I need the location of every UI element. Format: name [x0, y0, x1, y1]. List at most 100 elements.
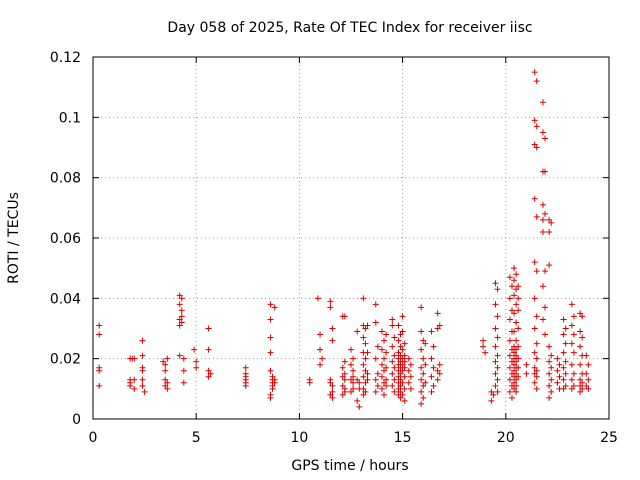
data-point: [533, 213, 540, 220]
data-point: [401, 352, 408, 359]
data-point: [531, 195, 538, 202]
data-point: [399, 355, 406, 362]
data-point: [568, 340, 575, 347]
data-point: [548, 219, 555, 226]
data-point: [560, 376, 567, 383]
data-point: [348, 361, 354, 368]
data-point: [176, 352, 183, 359]
data-point: [341, 358, 348, 365]
data-point: [430, 382, 437, 389]
data-point: [139, 367, 146, 374]
data-point: [354, 376, 361, 383]
data-point: [164, 385, 171, 392]
data-point: [506, 295, 513, 302]
data-point: [180, 355, 187, 362]
data-point: [531, 69, 538, 76]
data-point: [539, 99, 546, 106]
data-point: [178, 295, 185, 302]
data-point: [364, 322, 371, 329]
data-point: [383, 364, 390, 371]
data-point: [548, 388, 555, 395]
data-point: [329, 382, 336, 389]
data-point: [511, 328, 518, 335]
data-point: [341, 313, 348, 320]
data-point: [389, 316, 396, 323]
data-point: [554, 355, 561, 362]
data-point: [350, 385, 357, 392]
data-point: [360, 373, 367, 380]
data-point: [164, 379, 171, 386]
y-tick-label: 0.08: [50, 171, 81, 187]
data-point: [191, 346, 198, 353]
data-point: [508, 394, 515, 401]
y-tick-label: 0.1: [59, 110, 81, 126]
data-point: [533, 355, 540, 362]
data-point: [418, 304, 425, 311]
data-point: [513, 286, 520, 293]
data-point: [329, 337, 336, 344]
data-point: [577, 376, 584, 383]
data-point: [539, 129, 546, 136]
data-point: [560, 385, 567, 392]
data-point: [329, 325, 336, 332]
data-point: [360, 334, 367, 341]
data-point: [539, 216, 546, 223]
data-point: [407, 385, 414, 392]
data-point: [139, 382, 146, 389]
y-tick-label: 0.06: [50, 231, 81, 247]
data-point: [383, 349, 390, 356]
data-point: [515, 343, 522, 350]
data-point: [428, 388, 435, 395]
data-point: [348, 346, 354, 353]
data-point: [430, 364, 437, 371]
data-point: [511, 265, 518, 272]
data-point: [434, 367, 441, 374]
data-point: [577, 343, 584, 350]
data-point: [391, 388, 398, 395]
data-point: [383, 331, 390, 338]
data-point: [96, 322, 103, 329]
data-point: [401, 358, 408, 365]
data-point: [193, 358, 200, 365]
data-point: [513, 319, 520, 326]
data-point: [579, 385, 586, 392]
data-point: [362, 388, 369, 395]
data-point: [533, 268, 540, 275]
data-point: [397, 388, 404, 395]
data-point: [531, 117, 538, 124]
data-point: [267, 394, 274, 401]
x-tick-label: 5: [192, 430, 201, 446]
data-point: [378, 328, 385, 335]
data-point: [515, 307, 522, 314]
data-point: [420, 355, 427, 362]
data-point: [422, 379, 429, 386]
data-point: [420, 382, 427, 389]
x-tick-label: 25: [600, 430, 618, 446]
data-point: [546, 228, 553, 235]
data-point: [364, 349, 371, 356]
data-point: [515, 373, 522, 380]
data-point: [583, 382, 590, 389]
data-point: [407, 373, 414, 380]
data-point: [515, 364, 522, 371]
data-point: [506, 388, 513, 395]
data-point: [399, 367, 406, 374]
data-point: [418, 328, 425, 335]
data-point: [391, 376, 398, 383]
data-point: [506, 376, 513, 383]
data-point: [127, 382, 134, 389]
data-point: [389, 343, 396, 350]
data-point: [542, 210, 549, 217]
data-point: [511, 310, 518, 317]
data-point: [176, 301, 183, 308]
data-point: [339, 382, 346, 389]
data-point: [513, 271, 520, 278]
data-point: [395, 373, 402, 380]
data-point: [372, 355, 379, 362]
data-point: [577, 361, 584, 368]
data-point: [554, 379, 561, 386]
data-point: [389, 370, 396, 377]
data-point: [362, 340, 369, 347]
y-tick-label: 0: [72, 412, 81, 428]
data-point: [533, 144, 540, 151]
